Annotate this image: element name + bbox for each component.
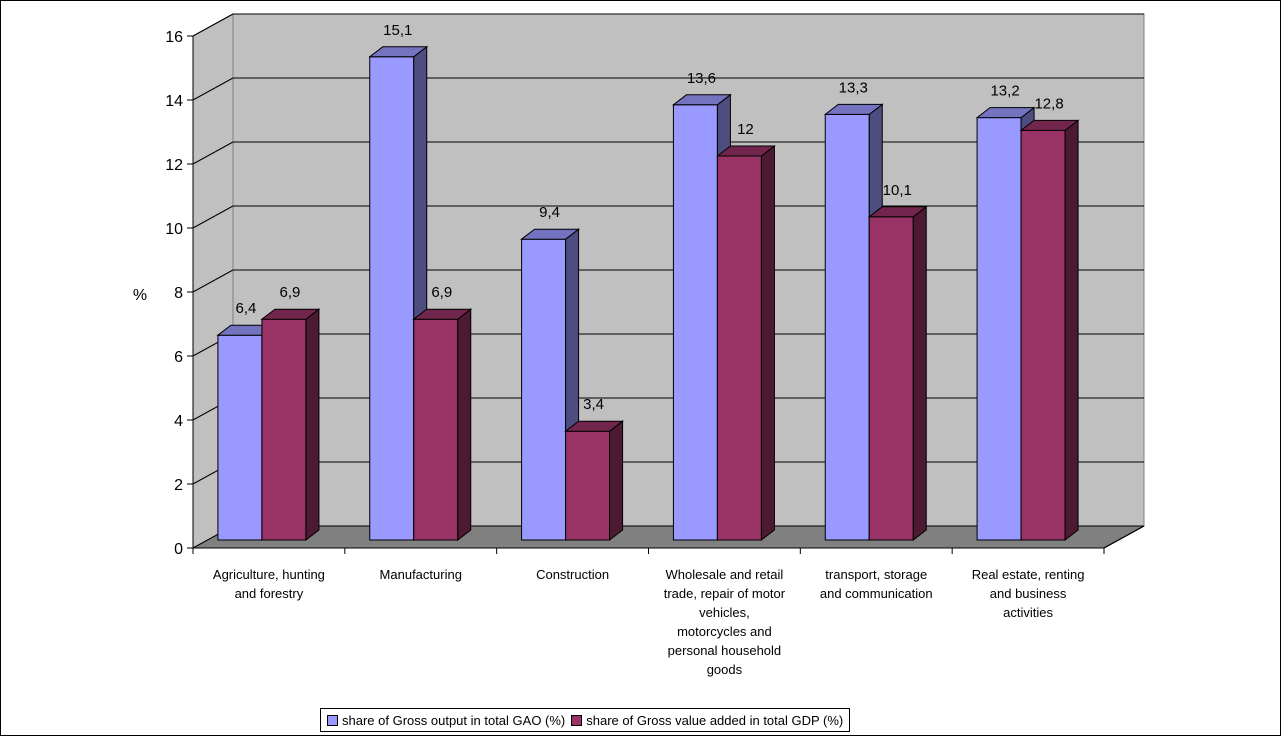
data-label: 13,3 xyxy=(839,79,868,96)
bar xyxy=(261,318,307,541)
data-label: 6,9 xyxy=(431,284,452,301)
gridline-side xyxy=(192,77,234,101)
bar xyxy=(1020,129,1066,541)
bar xyxy=(868,216,914,541)
bar xyxy=(369,56,415,541)
data-label: 15,1 xyxy=(383,22,412,39)
bar xyxy=(672,104,718,541)
gridline-side xyxy=(192,13,234,37)
x-tick-label-line: and communication xyxy=(820,586,933,601)
y-tick-label: 4 xyxy=(174,413,183,430)
bar xyxy=(413,318,459,541)
bar-top xyxy=(368,46,429,58)
x-tick-label: Wholesale and retail trade, repair of mot… xyxy=(664,567,786,677)
data-label: 6,4 xyxy=(235,300,256,317)
y-tick-label: 2 xyxy=(174,477,183,494)
x-tick-label-line: motorcycles and xyxy=(677,624,772,639)
bar-side xyxy=(457,308,472,542)
x-tick-label: Construction xyxy=(536,567,609,582)
bar xyxy=(824,113,870,541)
legend-swatch-gross-value-added xyxy=(571,714,583,726)
x-tick-label: Real estate, renting and business activiti… xyxy=(972,567,1085,620)
y-tick-label: 10 xyxy=(165,221,183,238)
legend: share of Gross output in total GAO (%) s… xyxy=(320,708,851,732)
gridline-side xyxy=(192,269,234,293)
bar-side xyxy=(912,205,927,542)
y-tick-label: 0 xyxy=(174,541,183,558)
x-tick-label-line: trade, repair of motor xyxy=(664,586,786,601)
gridline-side xyxy=(192,141,234,165)
bar xyxy=(521,238,567,541)
data-label: 10,1 xyxy=(883,182,912,199)
x-tick-label-line: vehicles, xyxy=(699,605,750,620)
x-tick-label-line: Agriculture, hunting xyxy=(213,567,325,582)
data-label: 3,4 xyxy=(583,396,604,413)
data-label: 6,9 xyxy=(279,284,300,301)
legend-label-gross-value-added: share of Gross value added in total GDP … xyxy=(586,712,844,728)
x-tick-label-line: goods xyxy=(707,662,743,677)
bar-top xyxy=(520,228,581,240)
gridline-side xyxy=(192,205,234,229)
bar-side xyxy=(1064,119,1079,542)
bar-top xyxy=(260,308,321,320)
data-label: 13,2 xyxy=(990,83,1019,100)
bar-top xyxy=(412,308,473,320)
x-tick-label-line: Manufacturing xyxy=(380,567,462,582)
bar-top xyxy=(975,107,1036,119)
x-tick-label-line: Wholesale and retail xyxy=(666,567,784,582)
y-tick-label: 6 xyxy=(174,349,183,366)
y-tick-label: 16 xyxy=(165,29,183,46)
x-tick-label-line: transport, storage xyxy=(825,567,927,582)
x-tick-label: Agriculture, hunting and forestry xyxy=(213,567,325,601)
x-tick-label-line: and forestry xyxy=(235,586,304,601)
data-label: 12 xyxy=(737,121,754,138)
x-tick-label: Manufacturing xyxy=(380,567,462,582)
y-axis-label: % xyxy=(133,287,147,304)
data-label: 9,4 xyxy=(539,204,560,221)
bar xyxy=(716,155,762,541)
bar-top xyxy=(1019,119,1080,131)
bar-top xyxy=(564,420,625,432)
bar-top xyxy=(715,145,776,157)
bar-side xyxy=(609,420,624,542)
data-label: 12,8 xyxy=(1034,95,1063,112)
y-tick-label: 12 xyxy=(165,157,183,174)
x-tick-label: transport, storage and communication xyxy=(820,567,933,601)
bar xyxy=(217,334,263,541)
bar xyxy=(565,430,611,541)
bar-side xyxy=(305,308,320,542)
legend-item-gross-value-added: share of Gross value added in total GDP … xyxy=(571,713,843,728)
bar-top xyxy=(671,94,732,106)
bar-top xyxy=(867,206,928,218)
legend-item-gross-output: share of Gross output in total GAO (%) xyxy=(327,713,565,728)
x-axis-end xyxy=(1103,525,1145,549)
y-tick-label: 8 xyxy=(174,285,183,302)
bar-top xyxy=(823,103,884,115)
legend-label-gross-output: share of Gross output in total GAO (%) xyxy=(342,712,566,728)
y-tick-label: 14 xyxy=(165,93,183,110)
bar-side xyxy=(760,144,775,542)
x-tick-label-line: personal household xyxy=(668,643,781,658)
legend-swatch-gross-output xyxy=(327,714,338,726)
data-label: 13,6 xyxy=(687,70,716,87)
bar xyxy=(976,117,1022,541)
x-tick-label-line: Real estate, renting xyxy=(972,567,1085,582)
x-tick-label-line: and business xyxy=(990,586,1067,601)
x-tick-label-line: Construction xyxy=(536,567,609,582)
x-tick-label-line: activities xyxy=(1003,605,1053,620)
